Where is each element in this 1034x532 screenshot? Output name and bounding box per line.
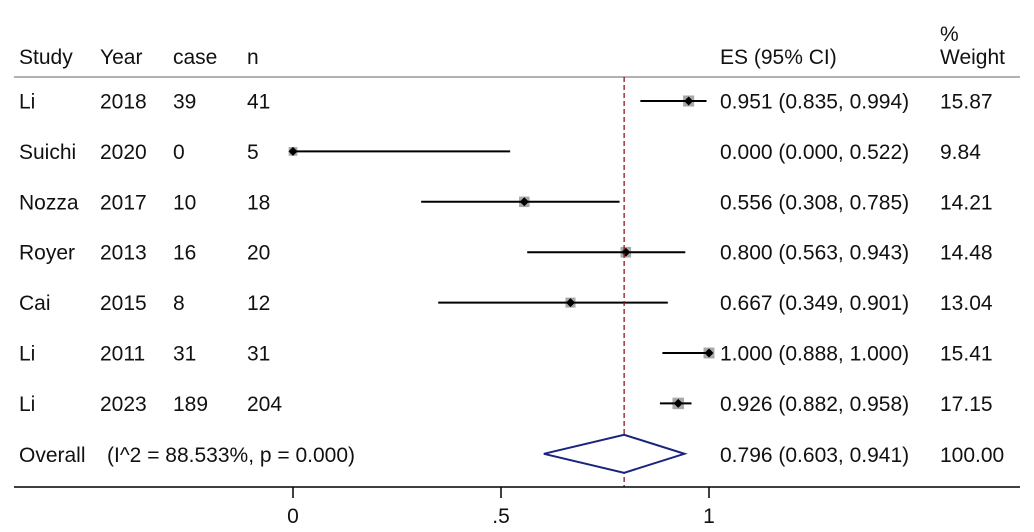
study-row: Nozza 2017 10 18 0.556 (0.308, 0.785) 14.21 — [19, 191, 993, 214]
study-row: Cai 2015 8 12 0.667 (0.349, 0.901) 13.04 — [19, 292, 993, 315]
header-case: case — [173, 46, 217, 69]
study-n: 5 — [247, 141, 259, 164]
plot-marks — [288, 77, 715, 487]
study-row: Suichi 2020 0 5 0.000 (0.000, 0.522) 9.84 — [19, 141, 981, 164]
study-name: Suichi — [19, 141, 76, 164]
header-n: n — [247, 46, 259, 69]
point-estimate — [519, 197, 529, 207]
study-name: Li — [19, 343, 35, 366]
study-weight: 14.21 — [940, 191, 993, 214]
study-es-text: 0.556 (0.308, 0.785) — [720, 191, 909, 214]
study-name: Nozza — [19, 191, 79, 214]
study-case: 8 — [173, 292, 185, 315]
study-case: 16 — [173, 242, 196, 265]
study-row: Li 2018 39 41 0.951 (0.835, 0.994) 15.87 — [19, 91, 993, 114]
study-year: 2015 — [100, 292, 147, 315]
point-estimate — [565, 298, 575, 308]
study-year: 2023 — [100, 393, 147, 416]
point-estimate — [704, 348, 714, 358]
study-year: 2018 — [100, 91, 147, 114]
study-es-text: 0.951 (0.835, 0.994) — [720, 91, 909, 114]
study-es-text: 0.667 (0.349, 0.901) — [720, 292, 909, 315]
study-row: Li 2023 189 204 0.926 (0.882, 0.958) 17.15 — [19, 393, 993, 416]
header-year: Year — [100, 46, 142, 69]
study-case: 10 — [173, 191, 196, 214]
x-axis: 0.5 1 — [14, 486, 1020, 528]
header-study: Study — [19, 46, 73, 69]
header-row: Study Year case n ES (95% CI) % Weight — [19, 23, 1005, 69]
overall-diamond — [543, 433, 688, 474]
study-name: Royer — [19, 242, 75, 265]
study-n: 20 — [247, 242, 270, 265]
study-es-text: 0.926 (0.882, 0.958) — [720, 393, 909, 416]
point-estimate — [684, 96, 694, 106]
study-n: 12 — [247, 292, 270, 315]
overall-stats: (I^2 = 88.533%, p = 0.000) — [107, 444, 355, 467]
study-case: 189 — [173, 393, 208, 416]
overall-row: Overall (I^2 = 88.533%, p = 0.000) 0.796… — [19, 444, 1004, 467]
header-es: ES (95% CI) — [720, 46, 837, 69]
study-name: Li — [19, 91, 35, 114]
overall-es-text: 0.796 (0.603, 0.941) — [720, 444, 909, 467]
study-n: 18 — [247, 191, 270, 214]
study-weight: 13.04 — [940, 292, 993, 315]
study-es-text: 0.000 (0.000, 0.522) — [720, 141, 909, 164]
study-case: 39 — [173, 91, 196, 114]
study-year: 2020 — [100, 141, 147, 164]
study-rows: Li 2018 39 41 0.951 (0.835, 0.994) 15.87Suich… — [19, 91, 993, 416]
study-weight: 15.41 — [940, 343, 993, 366]
study-weight: 15.87 — [940, 91, 993, 114]
x-tick-label: .5 — [492, 505, 510, 528]
study-case: 0 — [173, 141, 185, 164]
study-es-text: 0.800 (0.563, 0.943) — [720, 242, 909, 265]
study-year: 2011 — [100, 343, 145, 366]
study-name: Cai — [19, 292, 51, 315]
study-es-text: 1.000 (0.888, 1.000) — [720, 343, 909, 366]
study-year: 2013 — [100, 242, 147, 265]
point-estimate — [288, 146, 298, 156]
study-weight: 9.84 — [940, 141, 981, 164]
point-estimate — [673, 398, 683, 408]
header-weight-percent: % — [940, 23, 959, 46]
study-weight: 17.15 — [940, 393, 993, 416]
study-n: 31 — [247, 343, 270, 366]
study-n: 204 — [247, 393, 282, 416]
x-tick-label: 1 — [703, 505, 715, 528]
overall-label: Overall — [19, 444, 86, 467]
study-case: 31 — [173, 343, 196, 366]
header-weight: Weight — [940, 46, 1005, 69]
study-year: 2017 — [100, 191, 147, 214]
study-name: Li — [19, 393, 35, 416]
study-row: Li 2011 31 31 1.000 (0.888, 1.000) 15.41 — [19, 343, 993, 366]
x-tick-label: 0 — [287, 505, 299, 528]
overall-weight: 100.00 — [940, 444, 1004, 467]
study-weight: 14.48 — [940, 242, 993, 265]
study-row: Royer 2013 16 20 0.800 (0.563, 0.943) 14.48 — [19, 242, 993, 265]
study-n: 41 — [247, 91, 270, 114]
